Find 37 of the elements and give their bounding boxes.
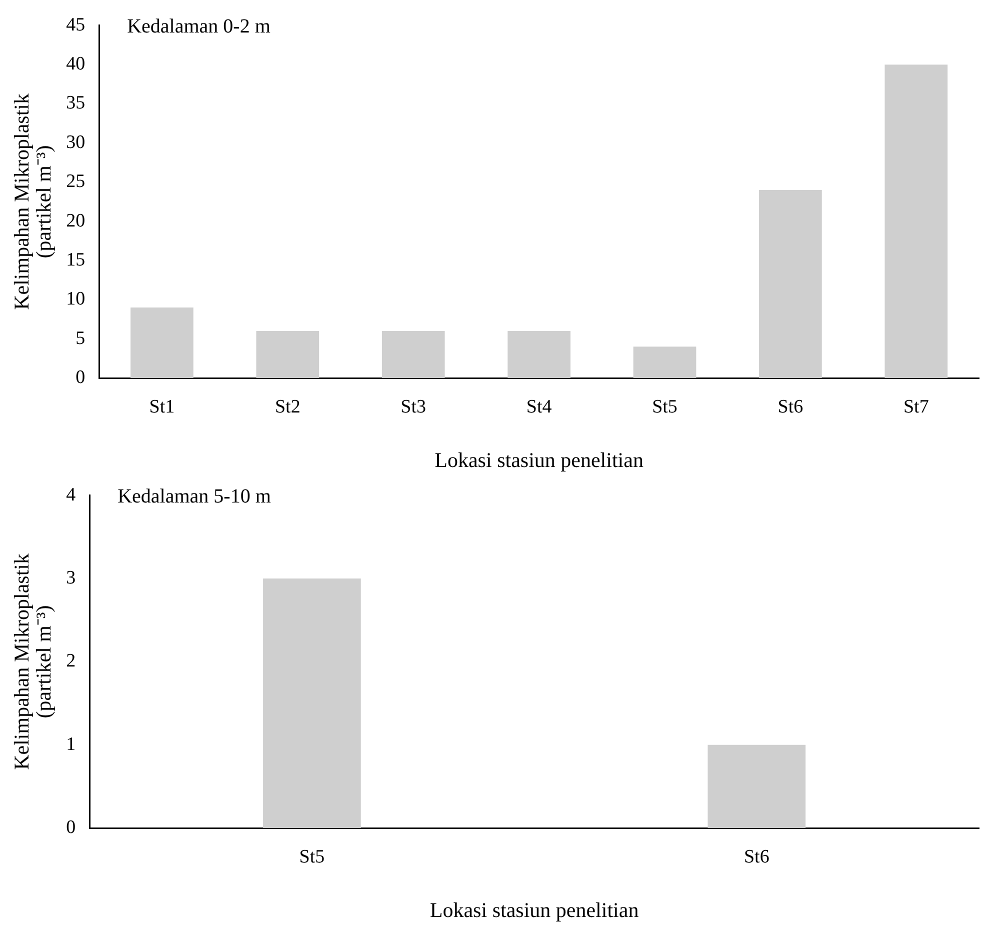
x-tick-label: St3 <box>400 396 426 418</box>
y-tick-label: 20 <box>66 210 86 232</box>
y-tick-label: 30 <box>66 132 86 153</box>
chart-title: Kedalaman 0-2 m <box>127 16 271 38</box>
y-tick-label: 0 <box>66 816 76 838</box>
y-tick-label: 5 <box>76 328 86 349</box>
y-axis-title: Kelimpahan Mikroplastik (partikel m⁻³) <box>10 553 56 770</box>
bar <box>884 64 948 378</box>
y-tick-label: 4 <box>66 484 76 506</box>
y-tick-label: 45 <box>66 14 86 36</box>
y-tick-label: 25 <box>66 171 86 192</box>
bar <box>633 346 696 378</box>
chart-title: Kedalaman 5-10 m <box>118 486 272 508</box>
x-tick-label: St5 <box>299 846 325 868</box>
x-axis-title: Lokasi stasiun penelitian <box>430 898 640 922</box>
x-tick-label: St4 <box>526 396 552 418</box>
bar <box>256 330 320 378</box>
x-tick-label: St6 <box>778 396 804 418</box>
bar <box>508 330 570 378</box>
y-axis-title: Kelimpahan Mikroplastik (partikel m⁻³) <box>10 93 56 310</box>
x-tick-label: St2 <box>274 396 300 418</box>
y-tick-label: 3 <box>66 568 76 589</box>
y-tick-label: 40 <box>66 54 86 75</box>
x-axis-title: Lokasi stasiun penelitian <box>434 448 644 472</box>
y-tick-label: 10 <box>66 288 86 310</box>
y-tick-label: 1 <box>66 734 76 755</box>
x-tick-label: St6 <box>744 846 770 868</box>
x-tick-label: St5 <box>652 396 678 418</box>
y-tick-label: 15 <box>66 249 86 270</box>
x-tick-label: St1 <box>149 396 175 418</box>
x-tick-label: St7 <box>903 396 929 418</box>
y-tick-label: 2 <box>66 650 76 672</box>
y-tick-label: 0 <box>76 366 86 388</box>
bar <box>382 330 445 378</box>
y-tick-label: 35 <box>66 92 86 114</box>
bar <box>130 307 194 378</box>
bar <box>759 190 822 378</box>
